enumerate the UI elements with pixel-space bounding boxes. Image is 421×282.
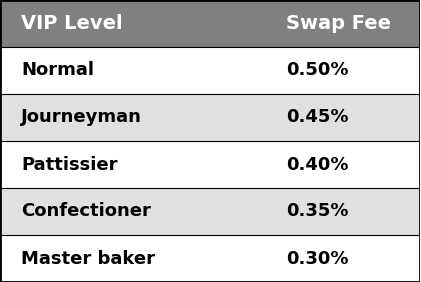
- FancyBboxPatch shape: [0, 141, 421, 188]
- Text: Journeyman: Journeyman: [21, 109, 142, 127]
- Text: 0.45%: 0.45%: [286, 109, 348, 127]
- Text: 0.35%: 0.35%: [286, 202, 348, 221]
- Text: Master baker: Master baker: [21, 250, 155, 268]
- Text: Swap Fee: Swap Fee: [286, 14, 391, 33]
- FancyBboxPatch shape: [0, 47, 421, 94]
- FancyBboxPatch shape: [0, 0, 421, 47]
- FancyBboxPatch shape: [0, 235, 421, 282]
- Text: Pattissier: Pattissier: [21, 155, 117, 173]
- Text: Confectioner: Confectioner: [21, 202, 151, 221]
- Text: 0.50%: 0.50%: [286, 61, 348, 80]
- Text: Normal: Normal: [21, 61, 94, 80]
- Text: 0.40%: 0.40%: [286, 155, 348, 173]
- Text: 0.30%: 0.30%: [286, 250, 348, 268]
- FancyBboxPatch shape: [0, 94, 421, 141]
- FancyBboxPatch shape: [0, 188, 421, 235]
- Text: VIP Level: VIP Level: [21, 14, 123, 33]
